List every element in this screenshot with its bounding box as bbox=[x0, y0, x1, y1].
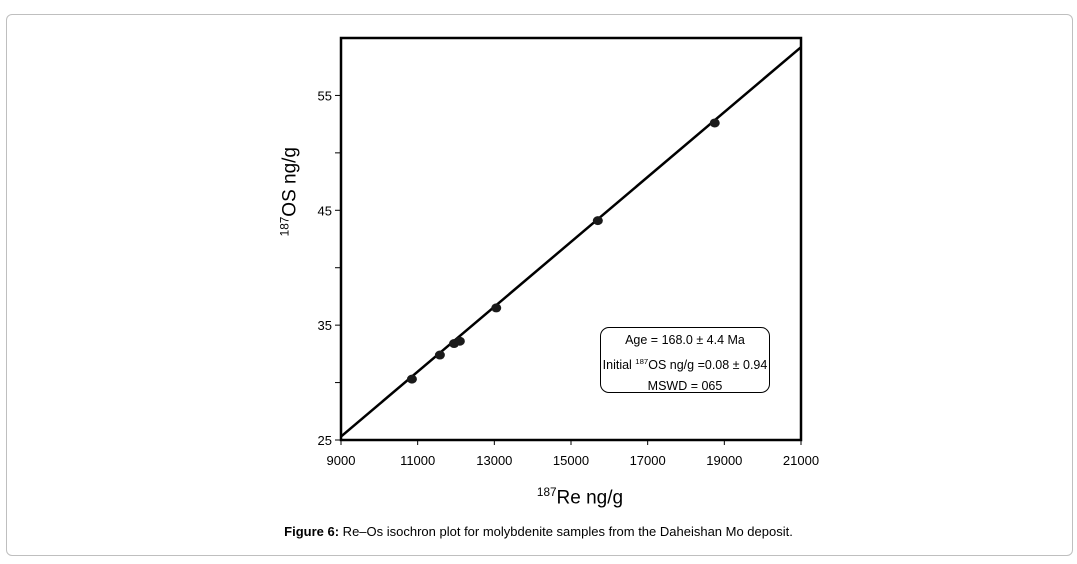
data-point bbox=[434, 350, 445, 360]
x-axis-label: 187Re ng/g bbox=[536, 486, 624, 509]
x-tick-label: 9000 bbox=[327, 453, 356, 468]
caption-text: Re–Os isochron plot for molybdenite samp… bbox=[339, 524, 793, 539]
data-point bbox=[406, 374, 417, 384]
data-point bbox=[491, 303, 502, 313]
x-tick-label: 15000 bbox=[553, 453, 589, 468]
initial-ratio-text: Initial 187OS ng/g =0.08 ± 0.94 bbox=[602, 357, 768, 373]
data-point bbox=[709, 118, 720, 128]
x-tick-label: 17000 bbox=[630, 453, 666, 468]
isochron-result-box: Age = 168.0 ± 4.4 Ma Initial 187OS ng/g … bbox=[600, 327, 770, 393]
y-tick-label: 25 bbox=[318, 433, 332, 448]
x-tick-label: 11000 bbox=[400, 453, 435, 468]
age-text: Age = 168.0 ± 4.4 Ma bbox=[625, 333, 745, 347]
figure-caption: Figure 6: Re–Os isochron plot for molybd… bbox=[0, 524, 1077, 539]
y-tick-label: 35 bbox=[318, 318, 332, 333]
isochron-fit-line bbox=[340, 46, 802, 438]
x-tick-label: 19000 bbox=[706, 453, 742, 468]
data-point bbox=[454, 336, 465, 346]
x-tick-label: 21000 bbox=[783, 453, 819, 468]
y-tick-label: 55 bbox=[318, 88, 332, 103]
data-point bbox=[592, 216, 603, 226]
y-axis-label: 187OS ng/g bbox=[278, 146, 301, 237]
mswd-text: MSWD = 065 bbox=[647, 379, 723, 394]
y-tick-label: 45 bbox=[318, 203, 332, 218]
x-tick-label: 13000 bbox=[476, 453, 512, 468]
caption-label: Figure 6: bbox=[284, 524, 340, 539]
figure-frame bbox=[6, 14, 1073, 556]
